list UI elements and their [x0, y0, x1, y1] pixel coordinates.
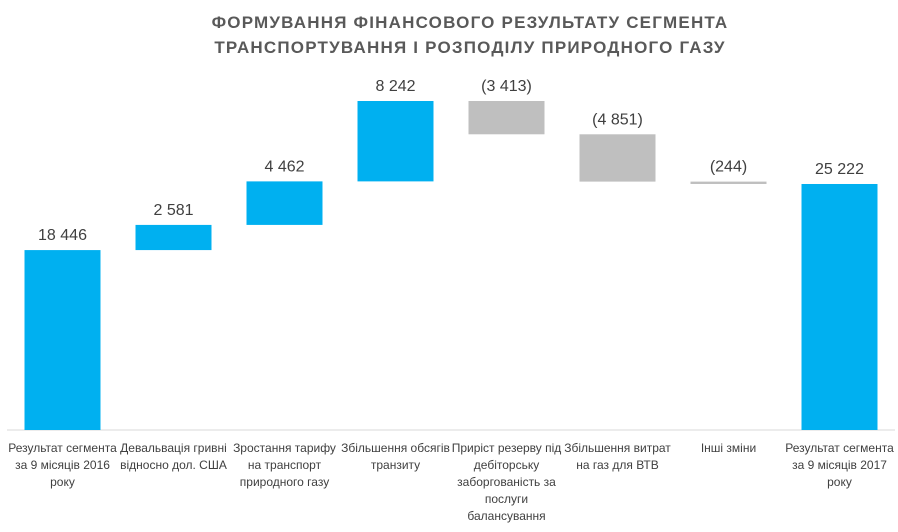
x-tick-label: Зростання тарифу на транспорт природного… — [233, 441, 336, 489]
data-label: (3 413) — [481, 78, 532, 95]
bar — [246, 181, 323, 225]
bar — [468, 101, 545, 135]
bar — [24, 250, 101, 430]
data-label: (244) — [710, 159, 747, 176]
x-tick-label: Девальвація гривні відносно дол. США — [120, 441, 227, 472]
bar — [801, 183, 878, 430]
chart-title: ФОРМУВАННЯ ФІНАНСОВОГО РЕЗУЛЬТАТУ СЕГМЕН… — [211, 13, 729, 57]
bar — [690, 181, 767, 184]
bar — [357, 101, 434, 182]
x-tick-label: Результат сегмента за 9 місяців 2017 рок… — [785, 441, 894, 489]
data-label: 8 242 — [375, 78, 415, 95]
x-tick-label: Результат сегмента за 9 місяців 2016 рок… — [8, 441, 117, 489]
data-label: 4 462 — [264, 158, 304, 175]
data-label: 2 581 — [153, 202, 193, 219]
data-label: 18 446 — [38, 227, 87, 244]
bar — [579, 134, 656, 182]
bar — [135, 224, 212, 251]
data-label: (4 851) — [592, 111, 643, 128]
x-tick-label: Приріст резерву під дебіторську заборгов… — [451, 441, 562, 523]
x-tick-label: Збільшення витрат на газ для ВТВ — [564, 441, 671, 472]
data-label: 25 222 — [815, 161, 864, 178]
x-tick-label: Інші зміни — [700, 441, 757, 455]
x-tick-label: Збільшення обсягів транзиту — [341, 441, 450, 472]
